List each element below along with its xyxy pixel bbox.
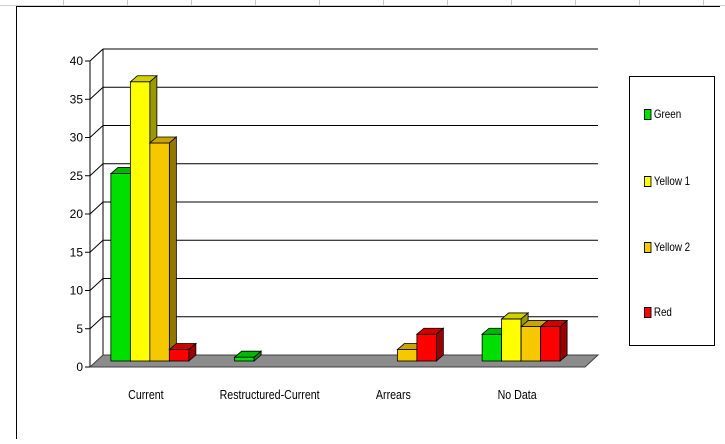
bar[interactable] bbox=[148, 136, 178, 362]
y-tick-label: 15 bbox=[70, 245, 84, 259]
legend-item-red: Red bbox=[644, 304, 672, 320]
gridline-side bbox=[89, 278, 104, 291]
bar[interactable] bbox=[539, 319, 569, 362]
bar-front bbox=[501, 318, 522, 362]
y-tick-label: 30 bbox=[70, 131, 84, 145]
y-tick-label: 0 bbox=[76, 360, 83, 374]
legend-swatch-green bbox=[644, 108, 652, 120]
legend-label-green: Green bbox=[653, 107, 682, 121]
legend-item-green: Green bbox=[644, 106, 681, 122]
spreadsheet-grid-edge bbox=[0, 0, 725, 6]
x-category-label: No Data bbox=[498, 387, 537, 402]
gridline-side bbox=[89, 316, 104, 330]
legend-label-yellow-2: Yellow 2 bbox=[653, 240, 691, 254]
bar-side bbox=[559, 319, 568, 362]
legend-label-red: Red bbox=[653, 305, 672, 319]
bar-front bbox=[129, 81, 151, 362]
bar-front bbox=[168, 349, 190, 362]
gridline-side bbox=[89, 163, 104, 177]
bar[interactable] bbox=[168, 342, 197, 362]
legend-swatch-red bbox=[644, 306, 652, 318]
bar-side bbox=[253, 350, 262, 362]
legend[interactable]: Green Yellow 1 Yellow 2 Red bbox=[629, 76, 715, 346]
bar-front bbox=[416, 333, 437, 362]
x-category-label: Restructured-Current bbox=[220, 387, 321, 402]
y-tick-label: 10 bbox=[70, 284, 84, 298]
gridline-side bbox=[89, 239, 104, 253]
bar-front bbox=[234, 356, 255, 362]
bar-side bbox=[168, 136, 177, 362]
bar-front bbox=[396, 349, 418, 362]
y-tick-label: 20 bbox=[70, 207, 84, 221]
x-category-label: Arrears bbox=[376, 387, 411, 402]
gridline-side bbox=[89, 86, 104, 100]
bar[interactable] bbox=[233, 350, 263, 362]
legend-item-yellow-2: Yellow 2 bbox=[644, 239, 690, 255]
bar-front bbox=[540, 326, 561, 362]
bar-side bbox=[435, 327, 444, 362]
legend-swatch-yellow-2 bbox=[644, 241, 652, 253]
legend-item-yellow-1: Yellow 1 bbox=[644, 173, 690, 189]
gridline-side bbox=[89, 48, 104, 62]
gridlines bbox=[89, 48, 598, 367]
y-tick-label: 5 bbox=[76, 322, 83, 336]
bar-side bbox=[188, 342, 197, 362]
bars bbox=[109, 74, 569, 362]
bar[interactable] bbox=[415, 327, 445, 362]
legend-swatch-yellow-1 bbox=[644, 175, 652, 187]
gridline-side bbox=[89, 125, 104, 138]
x-axis-labels: Current Restructured-Current Arrears No Dat… bbox=[128, 387, 537, 402]
legend-label-yellow-1: Yellow 1 bbox=[653, 174, 691, 188]
bar-front bbox=[520, 326, 542, 362]
gridline-side bbox=[89, 201, 104, 215]
y-tick-label: 40 bbox=[70, 54, 84, 68]
y-axis-ticks: 0 5 10 15 20 25 30 35 40 bbox=[70, 54, 90, 374]
bar-front bbox=[110, 173, 131, 362]
bar-front bbox=[481, 333, 503, 362]
y-tick-label: 35 bbox=[70, 92, 84, 106]
x-category-label: Current bbox=[128, 387, 164, 402]
y-tick-label: 25 bbox=[70, 169, 84, 183]
bar-front bbox=[149, 142, 170, 362]
